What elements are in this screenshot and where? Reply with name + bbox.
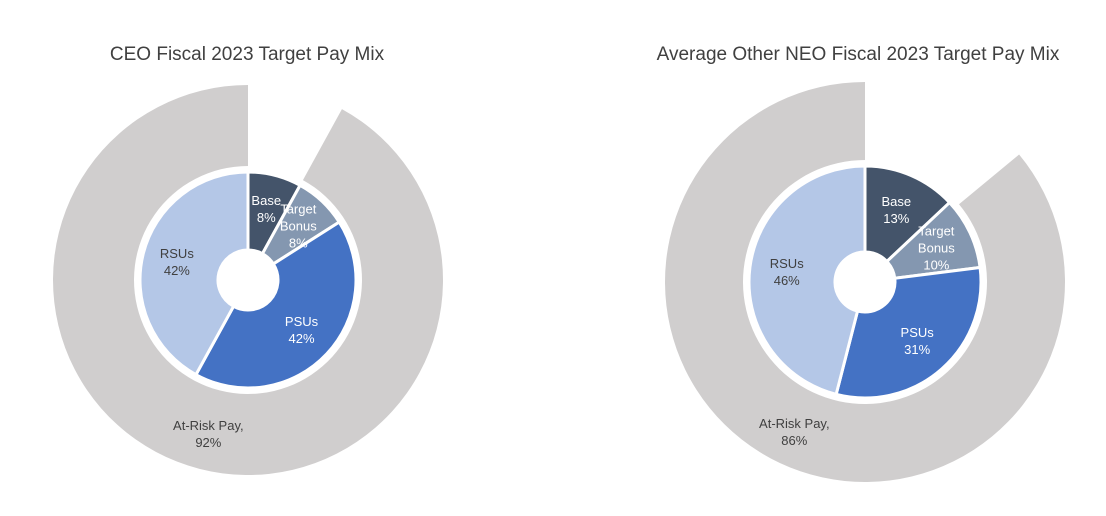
outer-value-label: 86% [781,433,808,449]
value-label: 8% [256,209,276,225]
outer-name: At-Risk Pay, [759,416,830,432]
value-label: 42% [163,262,190,278]
outer-name: At-Risk Pay, [173,418,244,434]
slice-label: Target Bonus 10% [908,223,964,274]
value-label: 31% [904,342,931,358]
hole [218,250,278,310]
category-label: PSUs [900,325,934,341]
category-label: Base [881,193,912,209]
chart-title: CEO Fiscal 2023 Target Pay Mix [109,44,385,65]
slice-label: Base 8% [238,192,294,226]
outer-ring [53,85,443,475]
slice-label: RSUs 42% [149,245,205,279]
category-label: Target Bonus [917,223,955,256]
value-label: 42% [288,331,315,347]
slice-label: Target Bonus 8% [270,201,326,252]
value-label: 13% [883,210,910,226]
hole [835,252,895,312]
category-label: RSUs [769,256,804,272]
category-label: PSUs [284,314,319,330]
slice-label: RSUs 46% [759,255,815,289]
slice-label: PSUs 31% [889,324,945,358]
category-label: Base [251,192,282,208]
slice-label: PSUs 42% [274,313,330,347]
value-label: 46% [773,273,800,289]
outer-value-label: 92% [195,435,222,451]
value-label: 8% [288,235,308,251]
chart-title: Average Other NEO Fiscal 2023 Target Pay… [656,44,1060,65]
outer-label: At-Risk Pay, 86% [739,415,849,449]
category-label: Target Bonus [279,201,317,234]
slice-label: Base 13% [868,193,924,227]
category-label: RSUs [159,245,194,261]
value-label: 10% [923,257,950,273]
outer-label: At-Risk Pay, 92% [153,417,263,451]
outer-ring [665,82,1065,482]
